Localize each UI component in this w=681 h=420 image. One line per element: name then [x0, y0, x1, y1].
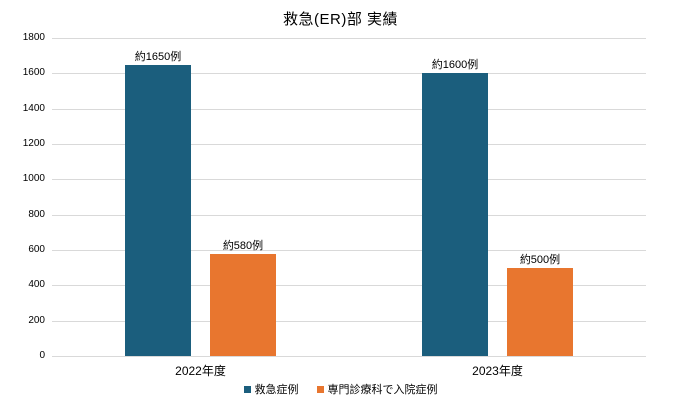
gridline: [52, 108, 646, 110]
y-tick-label: 1200: [22, 138, 45, 149]
legend-item: 専門診療科で入院症例: [316, 381, 438, 397]
y-tick-label: 1800: [22, 32, 45, 43]
legend-label: 救急症例: [254, 384, 299, 396]
legend-swatch-icon: [316, 385, 324, 393]
gridline: [52, 38, 646, 39]
x-axis-label: 2023年度: [472, 364, 523, 378]
gridline: [52, 320, 646, 322]
gridline: [52, 144, 646, 145]
x-axis-line: [52, 356, 646, 357]
y-tick-label: 200: [28, 314, 45, 326]
gridline: [52, 73, 646, 75]
gridline: [52, 179, 646, 181]
y-tick-label: 800: [28, 208, 45, 220]
legend-swatch-icon: [243, 385, 251, 393]
legend-item: 救急症例: [243, 381, 299, 397]
y-tick-label: 600: [28, 244, 45, 255]
bar-救急症例-2022年度: [125, 64, 191, 356]
y-tick-label: 1000: [22, 173, 45, 185]
data-label: 約500例: [519, 253, 561, 266]
y-tick-label: 400: [28, 279, 45, 291]
data-label: 約1650例: [134, 50, 182, 63]
gridline: [52, 214, 646, 216]
chart-title: 救急(ER)部 実績: [283, 11, 398, 28]
data-label: 約1600例: [431, 59, 479, 72]
legend-label: 専門診療科で入院症例: [327, 384, 438, 396]
legend: 救急症例 専門診療科で入院症例: [0, 381, 681, 397]
bar-救急症例-2023年度: [422, 73, 488, 356]
bar-専門診療科で入院症例-2023年度: [507, 267, 573, 356]
plot-area: 約1650例約580例 約1600例約500例: [52, 38, 646, 357]
gridline: [52, 285, 646, 287]
y-tick-label: 0: [39, 350, 45, 361]
data-label: 約580例: [222, 239, 264, 252]
gridline: [52, 250, 646, 251]
y-tick-label: 1600: [22, 67, 45, 79]
y-tick-label: 1400: [22, 102, 45, 114]
bar-専門診療科で入院症例-2022年度: [210, 253, 276, 356]
x-axis-label: 2022年度: [175, 364, 226, 378]
